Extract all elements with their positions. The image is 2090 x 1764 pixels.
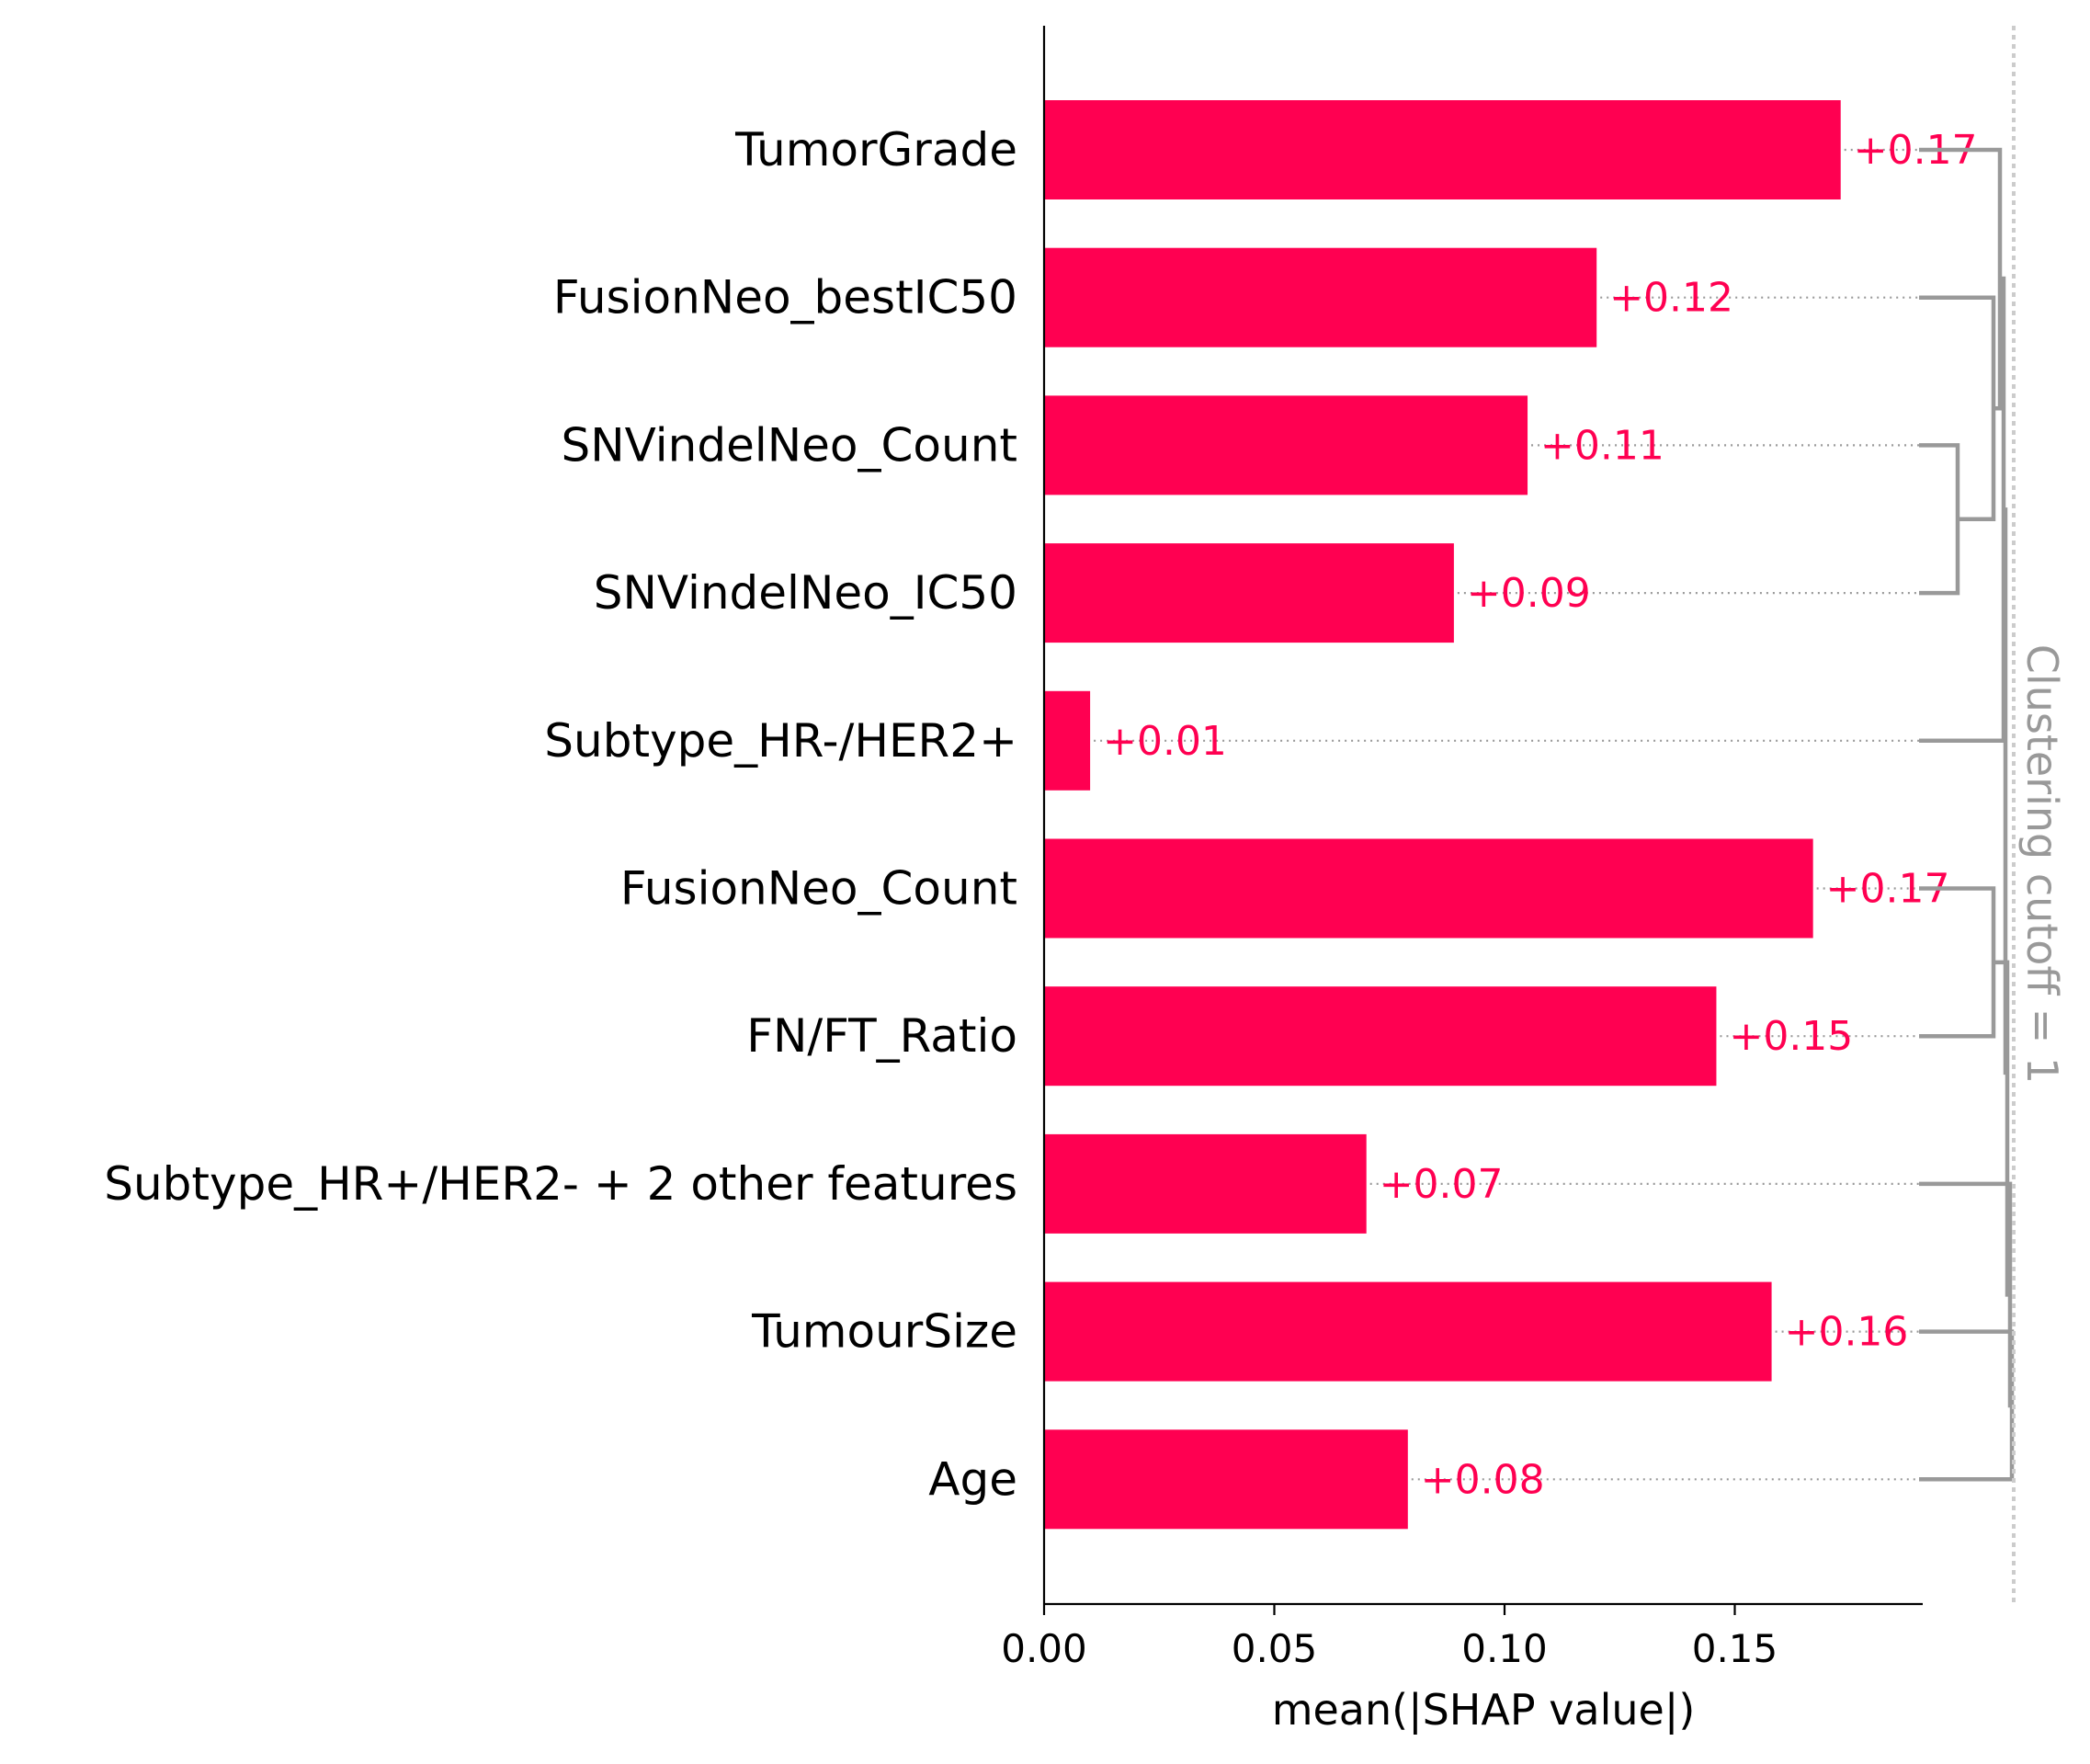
dendrogram-link xyxy=(1919,443,1960,596)
category-label: Subtype_HR-/HER2+ xyxy=(544,714,1017,768)
value-label: +0.16 xyxy=(1785,1309,1909,1356)
category-label: TumourSize xyxy=(751,1305,1017,1359)
category-label: Subtype_HR+/HER2- + 2 other features xyxy=(104,1157,1017,1211)
bar xyxy=(1044,247,1597,347)
category-label: SNVindelNeo_IC50 xyxy=(594,566,1017,620)
bar xyxy=(1044,1133,1367,1234)
category-labels-group: TumorGrade FusionNeo_bestIC50 SNVindelNeo_… xyxy=(104,123,1017,1506)
dendrogram xyxy=(1919,147,2015,1482)
category-label: FusionNeo_bestIC50 xyxy=(553,271,1017,324)
value-label: +0.12 xyxy=(1609,275,1733,322)
value-label: +0.07 xyxy=(1380,1161,1504,1208)
dendrogram-link xyxy=(1919,276,2006,744)
dendrogram-link xyxy=(1919,147,2003,411)
category-label: FN/FT_Ratio xyxy=(746,1009,1017,1063)
x-tick-label: 0.00 xyxy=(1001,1626,1087,1671)
bars-group xyxy=(1044,100,1841,1530)
dendrogram-link xyxy=(1919,1329,2015,1482)
value-label: +0.08 xyxy=(1421,1456,1545,1503)
leader-lines xyxy=(1094,148,1919,1481)
x-tick-label: 0.05 xyxy=(1232,1626,1318,1671)
x-axis-label: mean(|SHAP value|) xyxy=(1272,1685,1696,1736)
dendrogram-link xyxy=(1993,960,2010,1297)
x-ticks-group: 0.00 0.05 0.10 0.15 xyxy=(1001,1604,1778,1671)
value-label: +0.15 xyxy=(1729,1013,1853,1060)
category-label: SNVindelNeo_Count xyxy=(562,418,1017,472)
value-labels-group: +0.17+0.12+0.11+0.09+0.01+0.17+0.15+0.07… xyxy=(1103,127,1977,1503)
axes: 0.00 0.05 0.10 0.15 mean(|SHAP value|) xyxy=(1001,26,1923,1736)
bar xyxy=(1044,1281,1772,1382)
x-tick-label: 0.10 xyxy=(1461,1626,1548,1671)
bar xyxy=(1044,690,1091,791)
clustering-cutoff-label: Clustering cutoff = 1 xyxy=(2017,644,2067,1084)
bar xyxy=(1044,543,1454,643)
bar xyxy=(1044,986,1717,1087)
dendrogram-link xyxy=(1919,1181,2013,1408)
value-label: +0.01 xyxy=(1103,718,1227,765)
bar xyxy=(1044,395,1528,495)
bar xyxy=(1044,1429,1408,1530)
category-label: Age xyxy=(928,1452,1017,1506)
x-tick-label: 0.15 xyxy=(1692,1626,1778,1671)
value-label: +0.11 xyxy=(1540,422,1664,469)
value-label: +0.09 xyxy=(1467,570,1591,617)
dendrogram-link xyxy=(2003,507,2008,1075)
bar xyxy=(1044,100,1841,199)
category-label: TumorGrade xyxy=(734,123,1017,176)
bar xyxy=(1044,838,1813,939)
category-label: FusionNeo_Count xyxy=(620,862,1017,916)
